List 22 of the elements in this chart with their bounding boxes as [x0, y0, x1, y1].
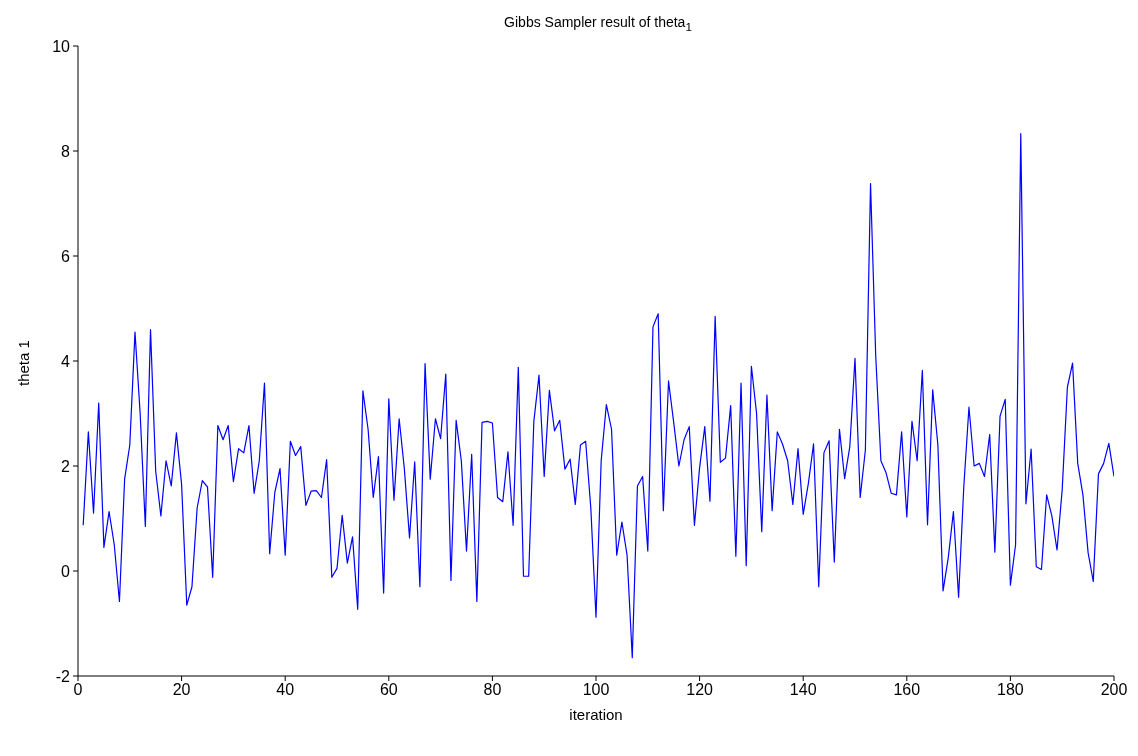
line-series: [82, 133, 1114, 659]
y-tick-label: 6: [61, 247, 71, 265]
x-tick-label: 60: [379, 681, 398, 699]
y-tick-label: 0: [61, 562, 71, 580]
x-tick-label: 180: [997, 681, 1024, 699]
x-tick-label: 20: [172, 681, 191, 699]
y-tick-label: 10: [52, 37, 71, 55]
y-axis-title: theta 1: [15, 340, 33, 386]
x-tick-label: 160: [893, 681, 921, 699]
x-tick-label: 200: [1100, 681, 1128, 699]
x-tick-label: 40: [276, 681, 295, 699]
x-tick-label: 140: [789, 681, 817, 699]
x-axis-title: iteration: [569, 706, 623, 723]
y-tick-label: 8: [61, 142, 71, 160]
y-tick-label: 2: [61, 457, 71, 475]
x-tick-label: 80: [483, 681, 502, 699]
y-tick-label: 4: [61, 352, 71, 370]
x-tick-label: 100: [582, 681, 610, 699]
x-tick-label: 0: [73, 681, 83, 699]
chart-title: Gibbs Sampler result of theta$_{1}$: [503, 13, 693, 35]
x-tick-label: 120: [686, 681, 714, 699]
y-tick-label: -2: [55, 667, 71, 685]
